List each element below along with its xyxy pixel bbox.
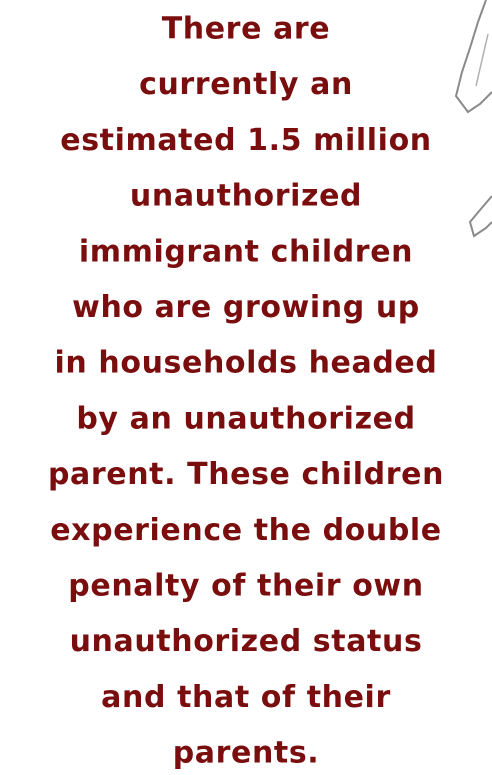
paragraph-line: experience the double <box>50 513 442 548</box>
paragraph-line: parent. These children <box>48 457 444 492</box>
paragraph-line: immigrant children <box>79 234 413 269</box>
paragraph-line: penalty of their own <box>68 569 423 604</box>
paragraph-line: unauthorized status <box>70 624 423 659</box>
infographic: There are currently an estimated 1.5 milli… <box>0 0 492 775</box>
paragraph-line: unauthorized <box>130 179 362 214</box>
page: There are currently an estimated 1.5 milli… <box>0 0 492 775</box>
paragraph-line: parents. <box>173 736 320 771</box>
paragraph-line: estimated 1.5 million <box>60 123 432 158</box>
paragraph-line: in households headed <box>55 346 438 381</box>
sketch-line <box>470 196 492 236</box>
paragraph-line: There are <box>162 12 331 47</box>
sketch-line <box>476 34 488 86</box>
paragraph-line: who are growing up <box>72 290 420 325</box>
paragraph-line: currently an <box>139 67 353 102</box>
sketch-line <box>456 0 492 112</box>
paragraph-line: and that of their <box>101 680 391 715</box>
paragraph-line: by an unauthorized <box>76 401 415 436</box>
